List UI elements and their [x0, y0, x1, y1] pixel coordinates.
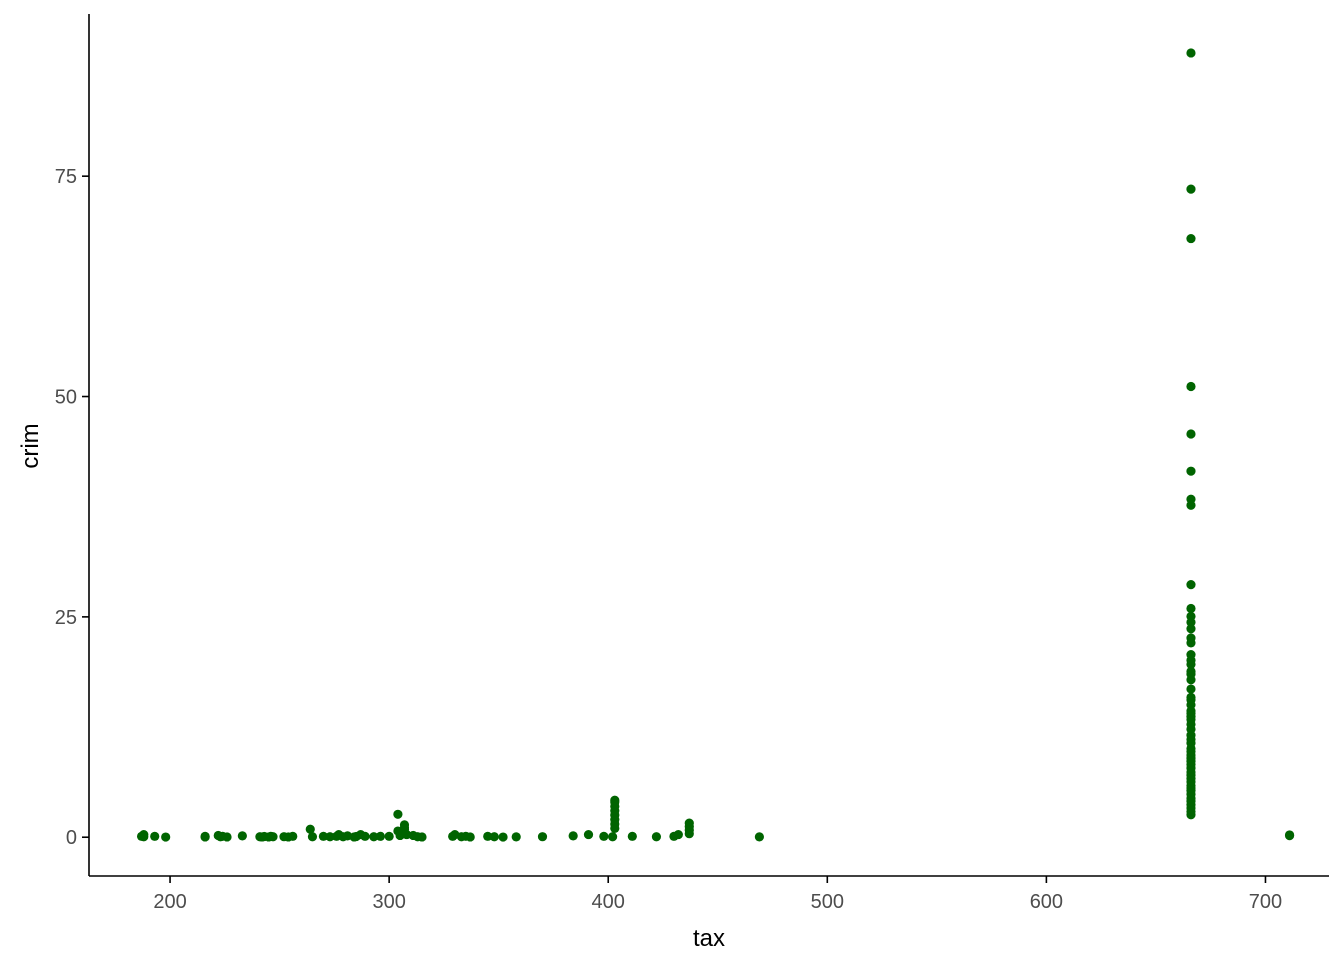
data-point — [307, 832, 318, 842]
data-points — [136, 48, 1295, 842]
data-point — [222, 832, 232, 842]
data-point — [1186, 429, 1196, 439]
data-point — [511, 832, 521, 842]
data-point — [318, 831, 329, 841]
data-point — [369, 832, 379, 842]
data-point — [268, 832, 278, 842]
data-point — [375, 831, 385, 841]
data-point — [417, 832, 427, 842]
data-point — [1186, 638, 1196, 648]
y-tick-label: 0 — [66, 827, 77, 849]
y-axis-ticks: 0 25 50 75 — [55, 166, 89, 849]
data-point — [399, 822, 410, 833]
data-point — [627, 831, 637, 841]
x-tick-label: 200 — [153, 891, 186, 913]
y-tick-label: 25 — [55, 607, 77, 629]
data-point — [568, 831, 578, 841]
data-point — [599, 831, 609, 841]
y-tick-label: 75 — [55, 166, 77, 188]
y-tick-label: 50 — [55, 387, 77, 409]
data-point — [754, 832, 764, 842]
data-point — [1186, 233, 1196, 244]
data-point — [1186, 580, 1196, 590]
x-axis-title: tax — [693, 925, 725, 952]
data-point — [1186, 659, 1196, 669]
data-point — [1186, 184, 1196, 194]
data-point — [583, 829, 594, 840]
data-point — [498, 832, 508, 842]
data-point — [1186, 466, 1196, 476]
data-point — [150, 831, 160, 841]
data-point — [288, 831, 298, 841]
data-point — [325, 832, 335, 842]
data-point — [1186, 810, 1196, 820]
y-axis-title: crim — [17, 423, 44, 468]
data-point — [1186, 624, 1196, 634]
x-tick-label: 400 — [592, 891, 625, 913]
data-point — [1186, 381, 1196, 392]
data-point — [1186, 500, 1196, 510]
data-point — [1186, 675, 1196, 685]
data-point — [200, 832, 210, 842]
x-axis-ticks: 200 300 400 500 600 700 — [153, 876, 1282, 913]
data-point — [393, 809, 403, 819]
data-point — [673, 829, 683, 840]
data-point — [305, 824, 315, 834]
x-tick-label: 500 — [811, 891, 844, 913]
data-point — [537, 832, 548, 842]
data-point — [1186, 684, 1196, 694]
data-point — [384, 831, 394, 841]
data-point — [1186, 603, 1196, 614]
x-tick-label: 700 — [1249, 891, 1282, 913]
data-point — [610, 795, 620, 805]
data-point — [1186, 617, 1196, 627]
data-point — [651, 832, 662, 842]
data-point — [483, 831, 493, 841]
data-point — [237, 831, 247, 841]
data-point — [139, 832, 149, 842]
data-point — [1186, 48, 1196, 58]
data-point — [465, 832, 475, 842]
data-point — [489, 832, 499, 842]
x-tick-label: 600 — [1030, 891, 1063, 913]
data-point — [684, 818, 694, 828]
data-point — [161, 832, 171, 842]
data-point — [608, 832, 618, 842]
data-point — [360, 831, 370, 841]
data-point — [1284, 831, 1295, 841]
x-tick-label: 300 — [372, 891, 405, 913]
